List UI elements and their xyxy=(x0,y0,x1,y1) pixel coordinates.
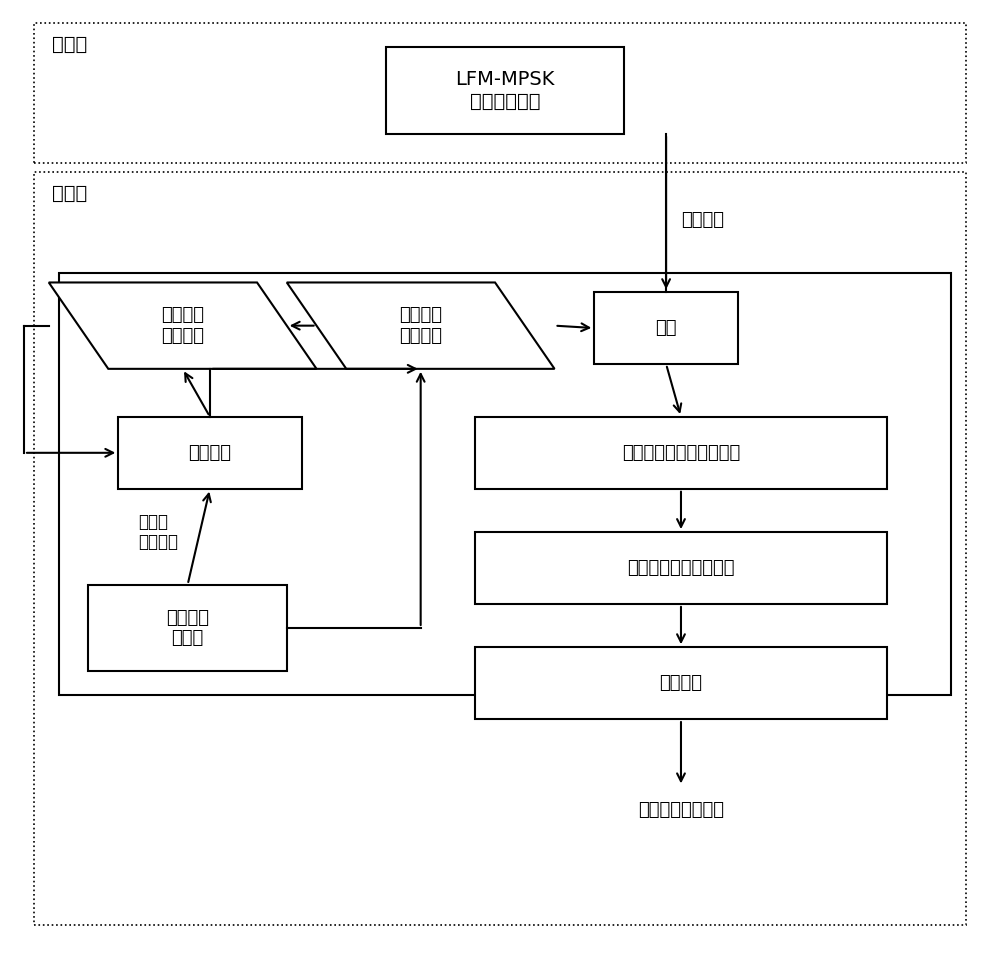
FancyBboxPatch shape xyxy=(475,648,887,719)
FancyBboxPatch shape xyxy=(118,417,302,489)
Text: 同步补偿: 同步补偿 xyxy=(659,674,702,692)
Text: 同步载波
起止位置: 同步载波 起止位置 xyxy=(161,306,204,345)
FancyBboxPatch shape xyxy=(34,172,966,925)
Text: 波形控制
生成器: 波形控制 生成器 xyxy=(166,609,209,648)
Text: 发射端: 发射端 xyxy=(52,35,87,54)
Text: 线性回归反演同步参数: 线性回归反演同步参数 xyxy=(627,559,735,577)
Text: 正负两组
参考信号: 正负两组 参考信号 xyxy=(399,306,442,345)
FancyBboxPatch shape xyxy=(594,292,738,364)
FancyBboxPatch shape xyxy=(386,47,624,134)
FancyBboxPatch shape xyxy=(475,417,887,489)
Polygon shape xyxy=(49,283,317,369)
Text: 接收信号: 接收信号 xyxy=(681,211,724,229)
Text: 混频: 混频 xyxy=(655,319,677,337)
Text: 负调频
参考信号: 负调频 参考信号 xyxy=(138,513,178,552)
Text: 输出信号用于解调: 输出信号用于解调 xyxy=(638,801,724,819)
Text: 接收端: 接收端 xyxy=(52,184,87,202)
FancyBboxPatch shape xyxy=(34,23,966,163)
Text: 平滑搜索: 平滑搜索 xyxy=(188,443,231,462)
Polygon shape xyxy=(287,283,555,369)
FancyBboxPatch shape xyxy=(59,273,951,695)
Text: 傅里叶变换估计谱峰频率: 傅里叶变换估计谱峰频率 xyxy=(622,443,740,462)
FancyBboxPatch shape xyxy=(475,532,887,604)
FancyBboxPatch shape xyxy=(88,585,287,671)
Text: LFM-MPSK
变化载波信号: LFM-MPSK 变化载波信号 xyxy=(455,70,555,111)
